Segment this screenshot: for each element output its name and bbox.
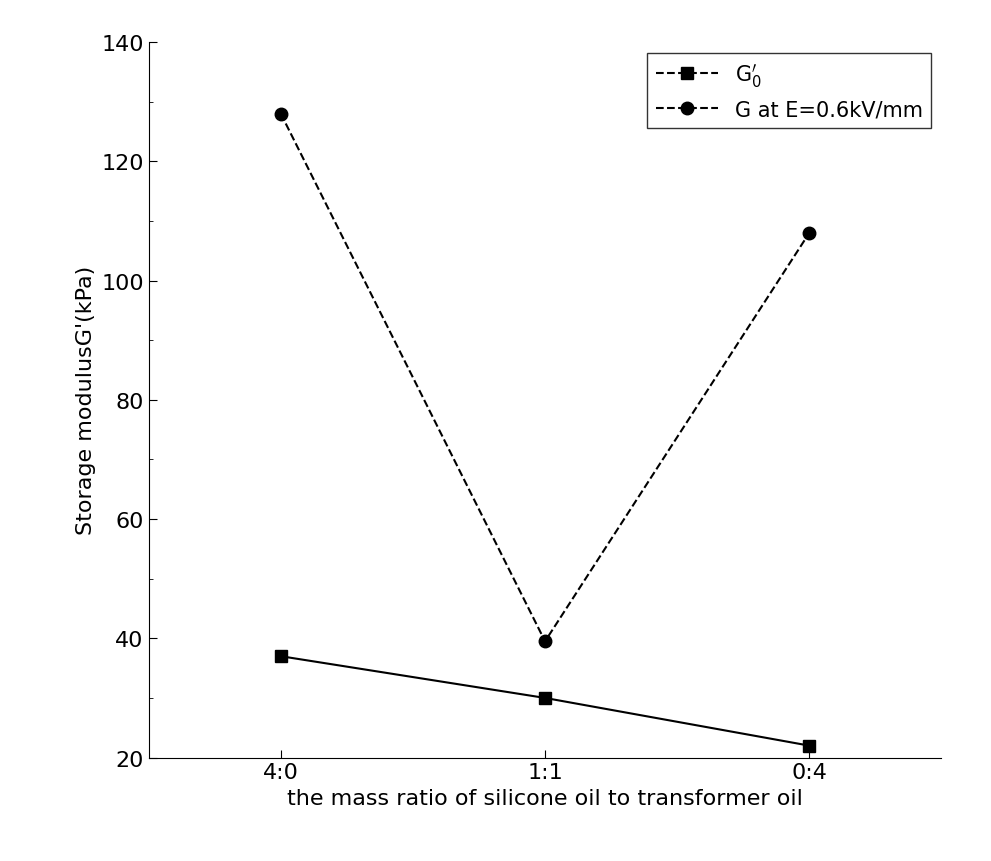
Y-axis label: Storage modulusG'(kPa): Storage modulusG'(kPa)	[75, 266, 95, 535]
X-axis label: the mass ratio of silicone oil to transformer oil: the mass ratio of silicone oil to transf…	[287, 788, 803, 808]
Legend: $\mathregular{G}_0^{\prime}$, G at E=0.6kV/mm: $\mathregular{G}_0^{\prime}$, G at E=0.6…	[647, 53, 931, 128]
